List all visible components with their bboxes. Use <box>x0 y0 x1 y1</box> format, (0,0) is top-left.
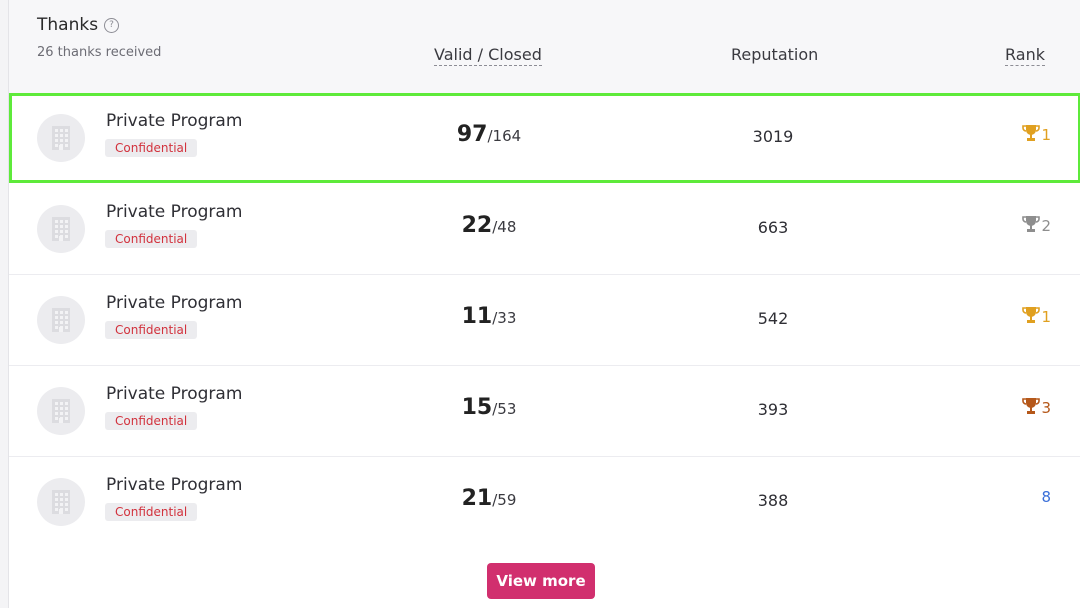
confidential-badge: Confidential <box>105 230 198 248</box>
valid-closed-count: 22/48 <box>429 213 549 238</box>
confidential-badge: Confidential <box>105 139 198 157</box>
column-header-reputation: Reputation <box>731 45 819 64</box>
building-icon <box>52 308 70 332</box>
building-icon <box>52 490 70 514</box>
reputation-value: 388 <box>757 491 789 510</box>
rank-value: 3 <box>1041 399 1051 417</box>
building-icon <box>52 217 70 241</box>
panel-title: Thanks ? <box>37 15 120 35</box>
program-avatar <box>37 114 85 162</box>
valid-count: 22 <box>461 213 493 238</box>
trophy-gold-icon <box>1022 306 1041 328</box>
reputation-value: 393 <box>757 400 789 419</box>
program-row[interactable]: Private Program Confidential 21/59 388 8 <box>9 457 1080 548</box>
panel-title-text: Thanks <box>37 15 99 35</box>
confidential-badge: Confidential <box>105 412 198 430</box>
valid-count: 97 <box>456 122 488 147</box>
valid-count: 21 <box>461 486 493 511</box>
panel-footer: View more <box>9 544 1080 608</box>
valid-closed-count: 97/164 <box>429 122 549 147</box>
trophy-silver-icon <box>1022 215 1041 237</box>
closed-count: /48 <box>492 218 517 236</box>
reputation-value: 663 <box>757 218 789 237</box>
closed-count: /53 <box>492 400 517 418</box>
trophy-bronze-icon <box>1022 397 1041 419</box>
rank-cell: 1 <box>1003 306 1051 328</box>
program-avatar <box>37 296 85 344</box>
rank-cell: 8 <box>1003 488 1051 506</box>
valid-closed-count: 11/33 <box>429 304 549 329</box>
program-name[interactable]: Private Program <box>106 202 243 222</box>
rank-value: 1 <box>1041 126 1051 144</box>
program-name[interactable]: Private Program <box>106 293 243 313</box>
program-avatar <box>37 205 85 253</box>
rank-value: 2 <box>1041 217 1051 235</box>
view-more-button[interactable]: View more <box>487 563 595 599</box>
rank-value: 8 <box>1041 488 1051 506</box>
program-row[interactable]: Private Program Confidential 11/33 542 1 <box>9 275 1080 366</box>
program-avatar <box>37 478 85 526</box>
rank-cell: 1 <box>1003 124 1051 146</box>
reputation-value: 3019 <box>752 127 794 146</box>
valid-count: 15 <box>461 395 493 420</box>
valid-closed-count: 21/59 <box>429 486 549 511</box>
building-icon <box>52 399 70 423</box>
rank-value: 1 <box>1041 308 1051 326</box>
rank-cell: 3 <box>1003 397 1051 419</box>
valid-count: 11 <box>461 304 493 329</box>
column-header-rank[interactable]: Rank <box>1005 45 1045 66</box>
program-name[interactable]: Private Program <box>106 475 243 495</box>
program-name[interactable]: Private Program <box>106 111 243 131</box>
closed-count: /59 <box>492 491 517 509</box>
program-row[interactable]: Private Program Confidential 22/48 663 2 <box>9 184 1080 275</box>
program-row[interactable]: Private Program Confidential 15/53 393 3 <box>9 366 1080 457</box>
building-icon <box>52 126 70 150</box>
valid-closed-count: 15/53 <box>429 395 549 420</box>
question-circle-icon[interactable]: ? <box>104 17 120 33</box>
trophy-gold-icon <box>1022 124 1041 146</box>
panel-header: Thanks ? 26 thanks received Valid / Clos… <box>9 0 1080 94</box>
program-avatar <box>37 387 85 435</box>
program-name[interactable]: Private Program <box>106 384 243 404</box>
rank-cell: 2 <box>1003 215 1051 237</box>
thanks-count: 26 thanks received <box>37 45 162 60</box>
confidential-badge: Confidential <box>105 321 198 339</box>
closed-count: /33 <box>492 309 517 327</box>
thanks-panel: Thanks ? 26 thanks received Valid / Clos… <box>8 0 1080 608</box>
column-header-valid-closed[interactable]: Valid / Closed <box>434 45 542 66</box>
program-row[interactable]: Private Program Confidential 97/164 3019 1 <box>9 93 1080 183</box>
confidential-badge: Confidential <box>105 503 198 521</box>
closed-count: /164 <box>487 127 522 145</box>
reputation-value: 542 <box>757 309 789 328</box>
